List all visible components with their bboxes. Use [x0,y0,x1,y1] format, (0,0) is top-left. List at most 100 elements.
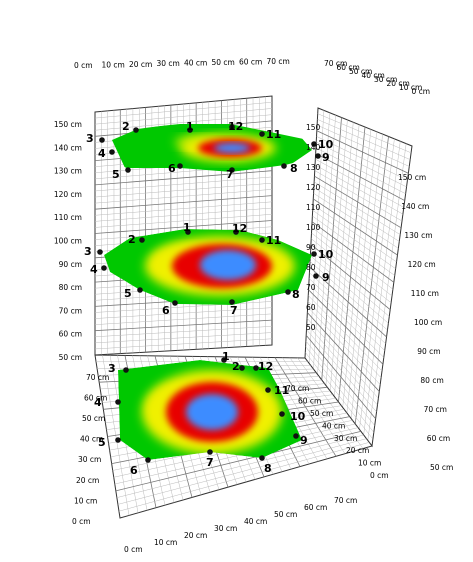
top-depth-tick-label: 30 cm [374,75,397,84]
floor-line [116,434,364,498]
height-tick-label: 140 cm [54,143,82,152]
inner-wall-tick-label: 140 [306,143,321,152]
right-wall-line [307,312,380,392]
marker-label-6: 6 [130,464,138,477]
width-tick-label: 20 cm [129,60,152,69]
width-tick-label: 70 cm [267,57,290,66]
heat-zone-2 [214,143,250,153]
marker-label-2: 2 [128,233,136,246]
height-tick-label: 60 cm [59,330,82,339]
marker-label-9: 9 [322,271,330,284]
bottom-width-tick-label: 10 cm [154,538,177,547]
height-tick-label: 50 cm [59,353,82,362]
bottom-width-tick-label: 20 cm [184,531,207,540]
marker-label-10: 10 [318,248,334,261]
marker-dot-11 [265,387,271,393]
heat-zone-2 [200,250,256,280]
marker-label-11: 11 [274,384,289,397]
inner-wall-tick-label: 60 [306,303,316,312]
marker-label-8: 8 [264,462,272,475]
right-wall-grid [304,107,413,448]
marker-dot-12 [233,229,239,235]
floor-line [117,438,367,505]
right-wall-line [309,266,387,338]
right-wall-line [306,329,377,413]
floor-left-tick-label: 0 cm [72,517,91,526]
right-wall-line [312,210,396,269]
marker-dot-3 [99,137,105,143]
floor-line [118,442,370,512]
marker-dot-9 [293,433,299,439]
inner-wall-tick-label: 110 [306,203,321,212]
back-wall-line [94,313,273,325]
floor-left-tick-label: 40 cm [80,435,103,444]
height-tick-label: 120 cm [54,190,82,199]
marker-dot-7 [229,299,235,305]
marker-dot-4 [101,265,107,271]
marker-label-2: 2 [232,360,240,373]
right-wall-line [314,170,403,222]
marker-label-8: 8 [290,162,298,175]
right-wall-tick-label: 80 cm [420,376,443,385]
marker-label-4: 4 [94,396,102,409]
height-tick-label: 150 cm [54,120,82,129]
right-wall-line [311,238,392,304]
back-wall-line [94,307,273,319]
marker-label-11: 11 [266,234,281,247]
back-wall-line [94,326,273,338]
marker-dot-6 [177,163,183,169]
marker-label-10: 10 [318,138,334,151]
back-wall-line [94,220,273,234]
right-wall-line [305,340,375,426]
marker-label-3: 3 [86,132,94,145]
right-wall-line [317,119,411,160]
right-wall-line [315,158,404,208]
floor-left-tick-label: 30 cm [78,455,101,464]
marker-label-4: 4 [98,147,106,160]
marker-label-1: 1 [186,120,194,133]
right-wall-line [313,187,400,242]
height-tick-label: 80 cm [59,283,82,292]
bottom-width-tick-label: 30 cm [214,524,237,533]
marker-dot-12 [253,365,259,371]
floor-left-tick-label: 60 cm [84,393,107,402]
marker-label-5: 5 [98,436,106,449]
right-wall-line [317,124,410,167]
marker-label-7: 7 [226,168,234,181]
right-wall-line [314,164,404,215]
back-wall-line [94,101,273,119]
marker-dot-9 [315,153,321,159]
marker-label-1: 1 [222,350,230,363]
back-wall-line [94,332,273,344]
inner-wall-tick-label: 130 [306,163,321,172]
marker-dot-2 [133,127,139,133]
right-wall-line [308,295,383,372]
top-depth-tick-label: 20 cm [387,79,410,88]
heat-zone-2 [186,394,238,430]
marker-label-6: 6 [168,162,176,175]
inner-wall-tick-label: 50 [306,323,316,332]
right-wall-tick-label: 150 cm [398,173,426,182]
right-wall-tick-label: 50 cm [430,463,453,472]
width-tick-label: 50 cm [212,58,235,67]
marker-dot-3 [123,367,129,373]
floor-right-tick-label: 60 cm [298,397,321,406]
marker-dot-8 [281,163,287,169]
back-wall-line [94,207,273,222]
back-wall-line [94,201,273,216]
right-wall-tick-label: 100 cm [414,318,442,327]
marker-dot-1 [187,127,193,133]
right-wall-line [306,323,378,406]
marker-label-2: 2 [122,120,130,133]
right-wall-line [316,130,409,174]
right-wall-line [315,153,405,201]
floor-left-tick-label: 70 cm [86,373,109,382]
right-wall-tick-label: 60 cm [427,434,450,443]
marker-label-8: 8 [292,288,300,301]
bottom-width-tick-label: 60 cm [304,503,327,512]
height-tick-label: 70 cm [59,306,82,315]
back-wall-line [94,338,273,350]
marker-label-3: 3 [108,362,116,375]
marker-dot-1 [185,229,191,235]
